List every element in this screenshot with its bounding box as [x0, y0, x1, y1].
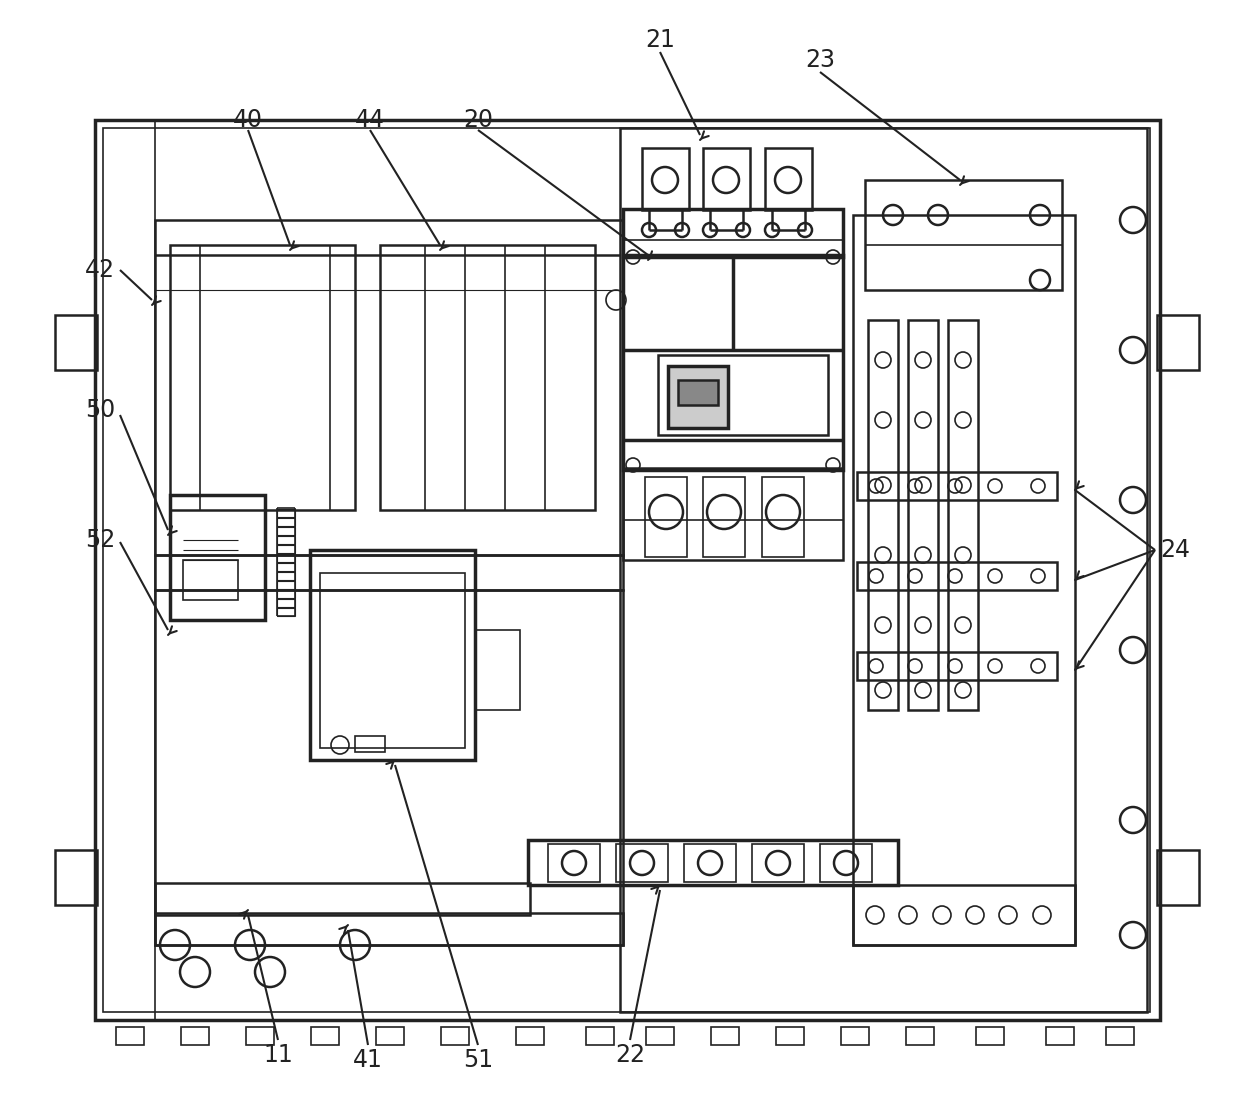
Bar: [528, 840, 898, 886]
Bar: [1157, 850, 1199, 905]
Bar: [616, 844, 668, 882]
Bar: [155, 556, 622, 590]
Bar: [668, 366, 728, 428]
Bar: [320, 573, 465, 748]
Text: 20: 20: [463, 108, 494, 132]
Bar: [841, 1027, 869, 1045]
Bar: [117, 1027, 144, 1045]
Bar: [976, 1027, 1004, 1045]
Bar: [853, 886, 1075, 945]
Bar: [277, 590, 295, 598]
Bar: [646, 1027, 675, 1045]
Bar: [181, 1027, 210, 1045]
Bar: [1106, 1027, 1135, 1045]
Bar: [184, 560, 238, 600]
Text: 24: 24: [1159, 538, 1190, 562]
Bar: [170, 245, 355, 510]
Bar: [684, 844, 737, 882]
Bar: [949, 320, 978, 710]
Bar: [776, 1027, 804, 1045]
Text: 41: 41: [353, 1048, 383, 1072]
Bar: [170, 495, 265, 620]
Bar: [1157, 315, 1199, 370]
Bar: [277, 509, 295, 517]
Bar: [95, 120, 155, 1020]
Bar: [379, 245, 595, 510]
Bar: [277, 572, 295, 580]
Text: 51: 51: [463, 1048, 494, 1072]
Bar: [475, 630, 520, 710]
Bar: [763, 477, 804, 557]
Bar: [55, 850, 97, 905]
Bar: [310, 550, 475, 760]
Bar: [277, 608, 295, 616]
Bar: [620, 128, 1147, 1012]
Bar: [703, 148, 750, 210]
Bar: [155, 220, 622, 556]
Bar: [703, 477, 745, 557]
Text: 44: 44: [355, 108, 384, 132]
Bar: [711, 1027, 739, 1045]
Bar: [155, 590, 622, 945]
Bar: [906, 1027, 934, 1045]
Bar: [820, 844, 872, 882]
Bar: [277, 581, 295, 589]
Bar: [765, 148, 812, 210]
Text: 50: 50: [84, 398, 115, 422]
Bar: [103, 128, 1149, 1012]
Text: 42: 42: [86, 258, 115, 282]
Text: 40: 40: [233, 108, 263, 132]
Bar: [277, 527, 295, 535]
Text: 52: 52: [84, 528, 115, 552]
Bar: [277, 554, 295, 562]
Bar: [55, 315, 97, 370]
Bar: [622, 209, 843, 257]
Bar: [857, 472, 1056, 500]
Bar: [857, 562, 1056, 590]
Bar: [658, 355, 828, 434]
Bar: [548, 844, 600, 882]
Bar: [516, 1027, 544, 1045]
Bar: [246, 1027, 274, 1045]
Bar: [277, 563, 295, 571]
Bar: [95, 120, 1159, 1020]
Bar: [155, 913, 622, 945]
Bar: [908, 320, 937, 710]
Bar: [277, 600, 295, 607]
Bar: [866, 180, 1061, 290]
Bar: [678, 379, 718, 405]
Bar: [853, 214, 1075, 945]
Bar: [277, 544, 295, 553]
Text: 23: 23: [805, 48, 835, 72]
Text: 11: 11: [263, 1043, 293, 1067]
Bar: [587, 1027, 614, 1045]
Bar: [642, 148, 689, 210]
Bar: [857, 652, 1056, 680]
Bar: [1047, 1027, 1074, 1045]
Bar: [622, 255, 843, 470]
Bar: [868, 320, 898, 710]
Text: 21: 21: [645, 28, 675, 52]
Bar: [277, 518, 295, 526]
Bar: [622, 468, 843, 560]
Text: 22: 22: [615, 1043, 645, 1067]
Bar: [441, 1027, 469, 1045]
Bar: [355, 736, 384, 752]
Bar: [311, 1027, 339, 1045]
Bar: [376, 1027, 404, 1045]
Bar: [277, 536, 295, 544]
Bar: [645, 477, 687, 557]
Bar: [155, 883, 529, 915]
Bar: [751, 844, 804, 882]
